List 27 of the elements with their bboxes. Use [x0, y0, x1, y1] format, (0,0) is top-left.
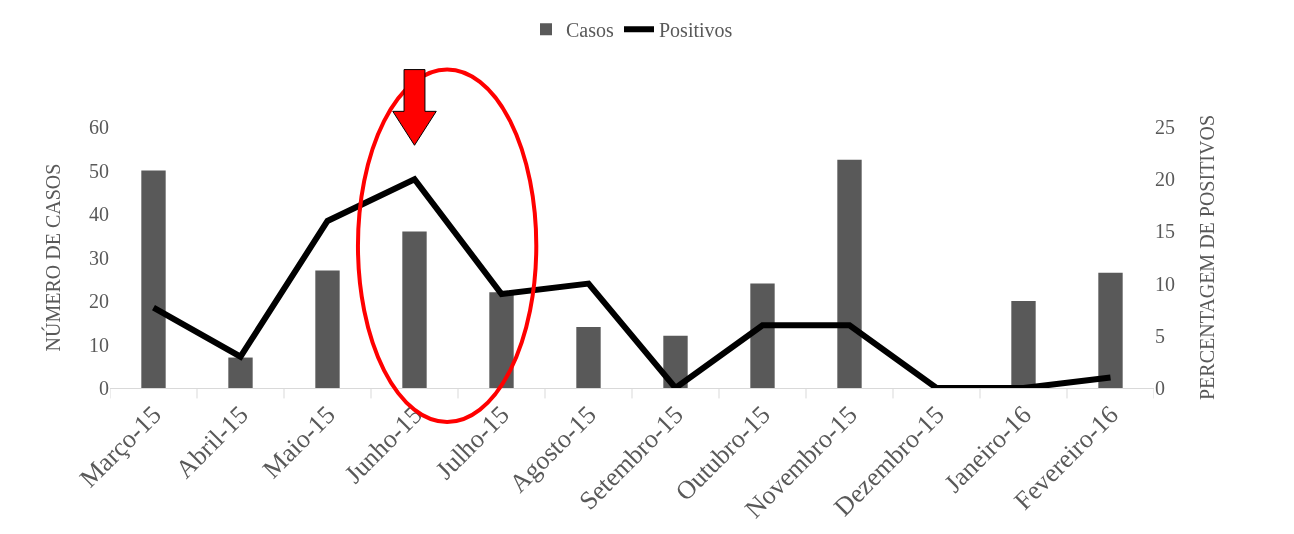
y-tick-label: 10 — [89, 333, 109, 356]
bar — [1098, 272, 1123, 388]
bar — [228, 357, 253, 388]
y2-tick-label: 5 — [1155, 324, 1165, 347]
y-tick-label: 20 — [89, 290, 109, 312]
y2-axis-title: PERCENTAGEM DE POSITIVOS — [1196, 114, 1218, 401]
bar — [402, 231, 427, 388]
y-axis-title: NÚMERO DE CASOS — [41, 163, 64, 352]
y2-tick-label: 25 — [1155, 116, 1175, 138]
y-tick-label: 30 — [89, 246, 109, 269]
y2-tick-label: 20 — [1155, 168, 1175, 191]
legend-label: Casos — [566, 19, 614, 41]
y2-tick-label: 15 — [1155, 220, 1175, 243]
y-tick-label: 60 — [89, 116, 109, 138]
y-tick-label: 0 — [99, 377, 109, 399]
bar — [489, 292, 514, 388]
legend-label: Positivos — [659, 19, 733, 41]
bar — [576, 327, 601, 388]
y-tick-label: 50 — [89, 159, 109, 182]
y2-tick-label: 0 — [1155, 377, 1165, 399]
bar — [1011, 301, 1036, 388]
bar — [837, 159, 862, 388]
y-tick-label: 40 — [89, 203, 109, 225]
bar — [315, 270, 340, 388]
bar — [750, 283, 775, 388]
bar — [141, 170, 166, 388]
y2-tick-label: 10 — [1155, 272, 1175, 295]
